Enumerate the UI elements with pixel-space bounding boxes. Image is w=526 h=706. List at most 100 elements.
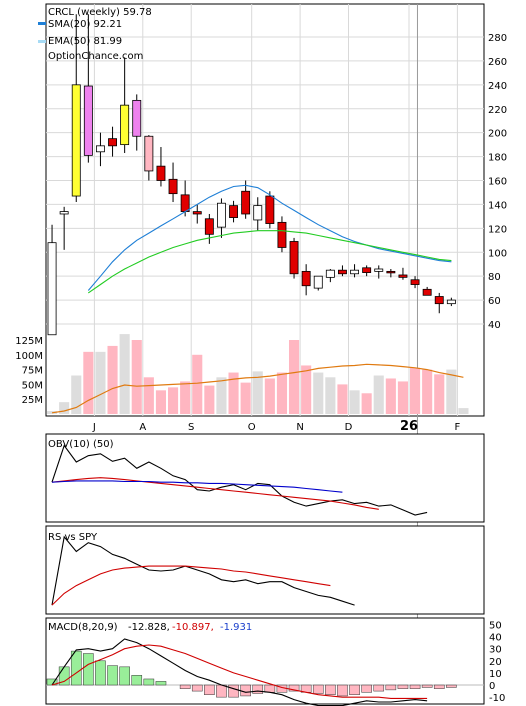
macd-histogram-bar xyxy=(373,684,385,692)
candle-body xyxy=(83,85,93,156)
volume-bar xyxy=(131,340,142,414)
volume-bar xyxy=(422,369,433,414)
macd-line xyxy=(51,638,428,706)
obv-ma-10-line xyxy=(51,477,379,510)
volume-bar xyxy=(397,381,408,414)
x-tick-label: O xyxy=(248,422,256,433)
macd-histogram-bar xyxy=(119,666,130,686)
legend-ema-swatch xyxy=(38,40,46,43)
volume-bars xyxy=(47,334,469,414)
price-tick-label: 200 xyxy=(488,129,507,140)
rs-lines xyxy=(51,535,355,606)
macd-histogram-bar xyxy=(312,684,324,694)
price-tick-label: 80 xyxy=(488,272,501,283)
sma-line xyxy=(87,184,452,291)
volume-bar xyxy=(434,374,445,414)
candle-body xyxy=(410,279,420,285)
price-tick-label: 120 xyxy=(488,224,507,235)
volume-bar xyxy=(216,377,227,414)
price-axis: 40 60 80 100 120 140 160 180 200 220 240 260 280 xyxy=(488,33,507,331)
candle-body xyxy=(59,211,69,215)
price-tick-label: 60 xyxy=(488,296,501,307)
macd-tick-label: -10 xyxy=(489,693,505,704)
price-tick-label: 160 xyxy=(488,177,507,188)
rs-panel xyxy=(45,525,485,615)
candle-body xyxy=(374,268,384,272)
volume-bar xyxy=(107,345,118,414)
macd-histogram-bar xyxy=(143,678,155,686)
candle-body xyxy=(253,205,263,221)
volume-bar xyxy=(180,381,191,414)
candle-body xyxy=(192,211,202,215)
candle-body xyxy=(289,241,299,275)
volume-axis: 25M 50M 75M 100M 125M xyxy=(15,336,43,406)
macd-histogram-bar xyxy=(397,684,409,689)
candle-body xyxy=(168,178,178,195)
macd-histogram-bar xyxy=(228,684,239,698)
candle-body xyxy=(47,242,57,336)
macd-histogram-bar xyxy=(216,684,227,698)
legend-title: CRCL (weekly) 59.78 xyxy=(48,7,152,18)
price-tick-label: 100 xyxy=(488,248,507,259)
obv-line xyxy=(51,444,428,516)
volume-bar xyxy=(252,371,263,414)
macd-histogram-bar xyxy=(325,684,336,695)
macd-histogram-bar xyxy=(409,684,421,689)
volume-bar xyxy=(349,390,360,414)
rs-line xyxy=(51,535,355,606)
x-tick-label: N xyxy=(296,422,303,433)
volume-bar xyxy=(240,382,251,414)
volume-bar xyxy=(373,375,384,414)
volume-bar xyxy=(155,390,166,414)
volume-bar xyxy=(410,367,421,414)
candle-body xyxy=(301,270,311,287)
volume-bar xyxy=(192,354,203,414)
candle-body xyxy=(108,138,118,147)
macd-histogram-bar xyxy=(385,684,397,691)
candle-body xyxy=(204,218,214,235)
macd-tick-label: 40 xyxy=(489,633,502,644)
macd-histogram-bar xyxy=(155,681,167,686)
candle-body xyxy=(422,288,432,296)
legend-ema: EMA(50) 81.99 xyxy=(48,36,122,47)
macd-histogram-bar xyxy=(204,684,215,695)
x-tick-label: A xyxy=(139,422,146,433)
volume-ma-line xyxy=(51,363,464,414)
x-tick-label: F xyxy=(455,422,461,433)
legend-sma-swatch xyxy=(38,22,46,25)
macd-histogram-bar xyxy=(131,675,143,686)
macd-histogram-bar xyxy=(179,684,191,689)
candle-body xyxy=(337,269,347,275)
price-candles xyxy=(47,14,456,336)
candle-body xyxy=(350,269,360,275)
volume-tick-label: 75M xyxy=(22,366,43,377)
legend-source: OptionChance.com xyxy=(48,51,143,62)
volume-bar xyxy=(168,387,179,414)
volume-bar xyxy=(313,372,324,414)
volume-bar xyxy=(204,385,215,414)
price-tick-label: 280 xyxy=(488,33,507,44)
x-tick-label: S xyxy=(188,422,194,433)
volume-bar xyxy=(83,351,94,414)
volume-bar xyxy=(337,384,348,414)
macd-histogram-bar xyxy=(288,684,300,692)
rs-label: RS vs SPY xyxy=(48,532,98,543)
macd-histogram-bar xyxy=(70,650,82,686)
candle-body xyxy=(120,104,130,146)
candle-body xyxy=(362,267,372,273)
volume-bar xyxy=(301,365,312,414)
macd-name: MACD(8,20,9) xyxy=(48,622,118,633)
macd-chart xyxy=(46,638,484,706)
macd-histogram-bar xyxy=(252,684,264,694)
price-panel xyxy=(45,3,485,417)
macd-signal-line xyxy=(51,644,428,699)
macd-histogram-bar xyxy=(433,684,445,689)
price-tick-label: 260 xyxy=(488,57,507,68)
price-tick-label: 180 xyxy=(488,153,507,164)
obv-panel xyxy=(45,433,485,523)
obv-lines xyxy=(51,444,428,516)
volume-tick-label: 125M xyxy=(15,336,43,347)
candle-body xyxy=(313,275,323,289)
volume-bar xyxy=(446,369,457,414)
